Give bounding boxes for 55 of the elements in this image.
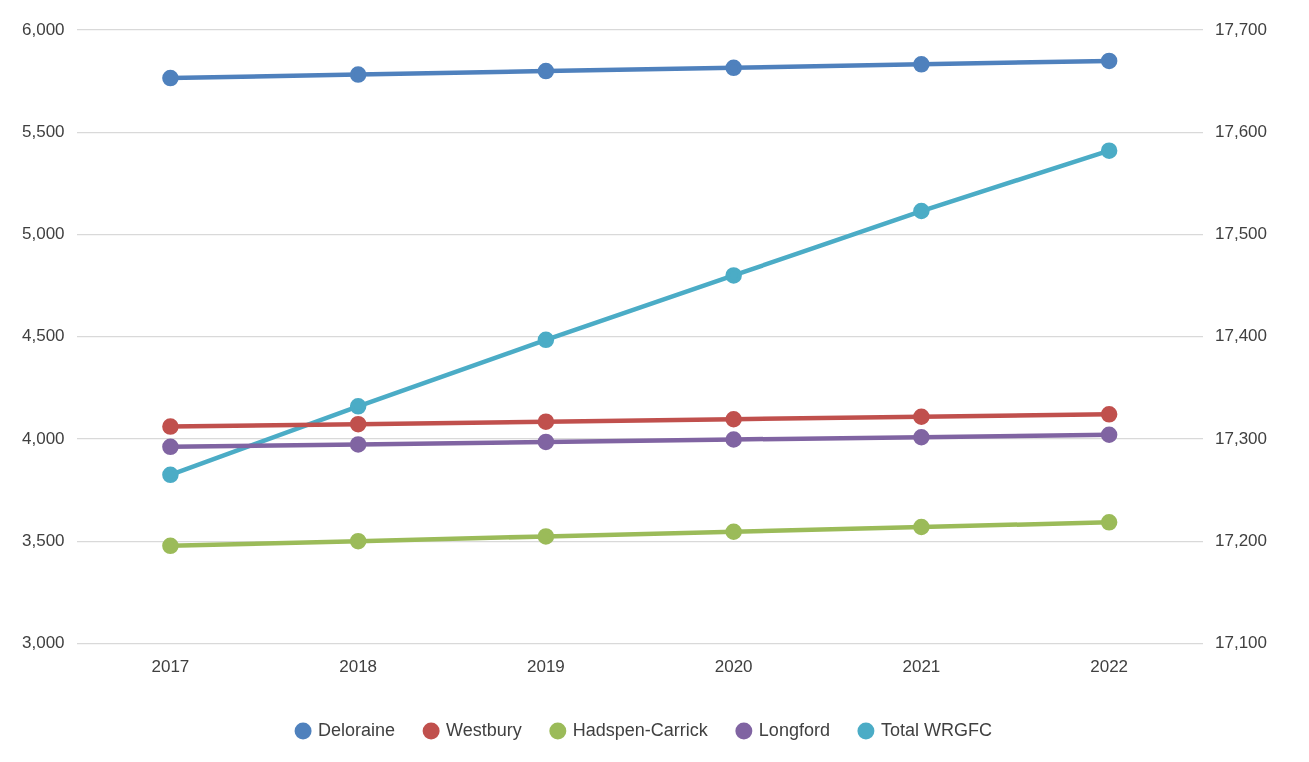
point [162, 69, 179, 87]
point [725, 431, 742, 448]
y2-tick-label: 17,100 [1215, 633, 1267, 653]
y2-tick-label: 17,200 [1215, 531, 1267, 551]
point [913, 202, 930, 220]
x-tick-label: 2020 [714, 657, 753, 677]
point [349, 415, 367, 433]
y-tick-label: 4,000 [21, 428, 65, 448]
y2-tick-label: 17,700 [1215, 19, 1267, 39]
point [1100, 426, 1118, 444]
point [349, 532, 367, 550]
y-tick-label: 3,000 [21, 633, 65, 653]
point [162, 418, 179, 435]
point [162, 537, 179, 555]
point [913, 56, 930, 73]
x-tick-label: 2022 [1090, 657, 1129, 677]
point [1100, 514, 1118, 531]
y2-tick-label: 17,400 [1215, 326, 1267, 346]
x-tick-label: 2019 [526, 657, 565, 677]
x-tick-label: 2017 [151, 657, 190, 677]
legend-label: Hadspen-Carrick [572, 719, 709, 740]
y2-tick-label: 17,300 [1215, 428, 1267, 448]
y-tick-label: 5,500 [21, 121, 65, 141]
legend-label: Westbury [446, 719, 522, 740]
point [349, 436, 367, 453]
point [725, 59, 742, 77]
y-tick-label: 3,500 [21, 531, 65, 551]
point [162, 438, 179, 456]
point [349, 398, 367, 415]
point [162, 466, 179, 484]
x-tick-label: 2021 [902, 657, 941, 677]
point [913, 408, 930, 426]
point [537, 433, 555, 451]
point [1100, 52, 1118, 70]
point [913, 518, 930, 536]
point [537, 528, 555, 545]
point [1100, 406, 1118, 423]
point [537, 62, 555, 80]
y-tick-label: 6,000 [21, 19, 65, 39]
point [725, 267, 742, 284]
point [1100, 142, 1118, 159]
point [725, 523, 742, 540]
legend-label: Longford [758, 719, 830, 740]
point [537, 413, 555, 430]
point [537, 331, 555, 349]
point [913, 428, 930, 446]
legend-label: Deloraine [318, 719, 396, 740]
legend-label: Total WRGFC [880, 719, 992, 740]
y-tick-label: 4,500 [21, 326, 65, 346]
y2-tick-label: 17,500 [1215, 224, 1267, 244]
point [725, 410, 742, 428]
point [349, 66, 367, 83]
y-tick-label: 5,000 [21, 224, 65, 244]
x-tick-label: 2018 [339, 657, 378, 677]
y2-tick-label: 17,600 [1215, 121, 1267, 141]
